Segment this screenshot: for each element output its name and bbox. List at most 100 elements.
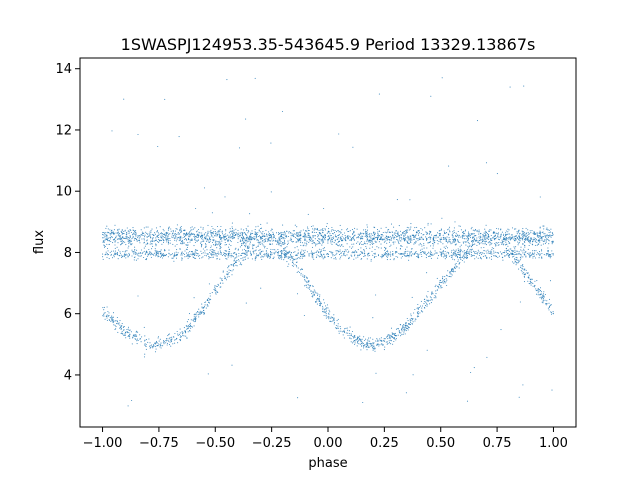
data-point — [171, 338, 173, 340]
data-point — [349, 239, 351, 241]
data-point — [384, 346, 386, 348]
data-point — [235, 247, 237, 249]
data-point — [224, 249, 226, 252]
data-point — [488, 230, 490, 232]
data-point — [536, 289, 538, 291]
data-point — [342, 237, 344, 239]
data-point — [448, 241, 450, 243]
data-point — [435, 234, 437, 236]
data-point — [345, 332, 347, 334]
data-point — [132, 233, 134, 235]
data-point — [128, 335, 130, 337]
data-point — [160, 255, 163, 257]
data-point — [294, 258, 296, 260]
data-point — [106, 234, 108, 236]
data-point — [405, 392, 407, 394]
data-point — [134, 250, 136, 252]
data-point — [213, 252, 215, 254]
data-point — [258, 230, 260, 232]
data-point — [545, 254, 547, 256]
data-point — [140, 249, 143, 251]
data-point — [464, 252, 466, 254]
data-point — [443, 281, 445, 283]
data-point — [123, 233, 125, 235]
data-point — [333, 236, 335, 238]
data-point — [455, 255, 457, 257]
data-point — [217, 243, 219, 245]
data-point — [445, 255, 447, 257]
data-point — [115, 235, 117, 237]
data-point — [368, 345, 370, 347]
data-point — [195, 257, 197, 259]
data-point — [154, 248, 156, 250]
data-point — [284, 255, 286, 257]
data-point — [308, 281, 310, 283]
data-point — [404, 248, 407, 250]
data-point — [123, 334, 125, 336]
data-point — [184, 256, 186, 258]
data-point — [179, 228, 181, 230]
data-point — [534, 233, 536, 235]
data-point — [230, 264, 232, 266]
data-point — [500, 235, 502, 238]
data-point — [312, 240, 314, 242]
data-point — [212, 236, 214, 238]
data-point — [155, 243, 157, 245]
data-point — [523, 275, 525, 277]
data-point — [508, 238, 510, 240]
data-point — [118, 228, 120, 230]
data-point — [443, 278, 446, 281]
data-point — [275, 250, 277, 252]
data-point — [416, 311, 418, 313]
data-point — [340, 252, 342, 254]
data-point — [155, 342, 157, 344]
data-point — [494, 231, 496, 234]
data-point — [420, 251, 422, 253]
data-point — [196, 236, 198, 239]
data-point — [301, 255, 303, 257]
data-point — [210, 246, 212, 249]
data-point — [150, 237, 152, 239]
data-point — [459, 248, 461, 250]
data-point — [182, 243, 184, 245]
data-point — [497, 233, 499, 235]
data-point — [504, 250, 506, 252]
data-point — [119, 324, 121, 326]
data-point — [209, 256, 211, 259]
data-point — [359, 335, 361, 337]
data-point — [475, 250, 477, 253]
data-point — [313, 258, 315, 260]
data-point — [238, 147, 241, 149]
data-point — [332, 253, 334, 256]
data-point — [292, 230, 294, 232]
data-point — [382, 344, 384, 346]
data-point — [395, 337, 397, 340]
data-point — [258, 235, 261, 237]
data-point — [478, 251, 480, 253]
data-point — [528, 252, 530, 254]
data-point — [456, 265, 458, 268]
data-point — [363, 249, 365, 251]
data-point — [418, 244, 420, 246]
data-point — [224, 255, 227, 257]
data-point — [114, 324, 116, 326]
data-point — [145, 348, 147, 350]
data-point — [446, 236, 448, 238]
data-point — [189, 251, 191, 253]
data-point — [468, 242, 470, 244]
data-point — [361, 343, 363, 345]
data-point — [405, 229, 407, 232]
data-point — [384, 240, 386, 242]
data-point — [429, 236, 431, 238]
data-point — [160, 235, 162, 237]
data-point — [284, 252, 286, 255]
data-point — [434, 242, 436, 244]
data-point — [263, 238, 265, 240]
data-point — [418, 237, 420, 239]
data-point — [380, 337, 382, 339]
data-point — [330, 321, 332, 323]
data-point — [167, 243, 169, 245]
data-point — [329, 237, 331, 239]
data-point — [261, 258, 263, 260]
data-point — [187, 239, 190, 241]
